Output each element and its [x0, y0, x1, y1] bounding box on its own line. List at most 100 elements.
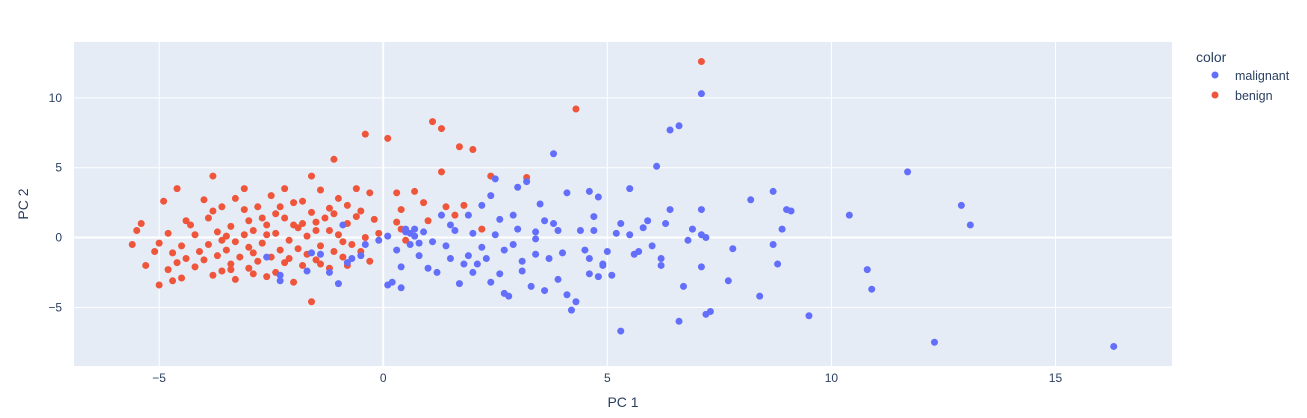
point-malignant[interactable] [339, 221, 347, 229]
point-malignant[interactable] [805, 312, 813, 320]
point-benign[interactable] [330, 247, 338, 255]
point-malignant[interactable] [464, 252, 472, 260]
point-malignant[interactable] [554, 275, 562, 283]
point-benign[interactable] [254, 257, 262, 265]
point-malignant[interactable] [585, 187, 593, 195]
point-benign[interactable] [312, 218, 320, 226]
point-benign[interactable] [308, 298, 316, 306]
point-benign[interactable] [276, 203, 284, 211]
point-benign[interactable] [308, 172, 316, 180]
point-malignant[interactable] [774, 260, 782, 268]
point-benign[interactable] [182, 254, 190, 262]
point-benign[interactable] [478, 225, 486, 233]
point-malignant[interactable] [500, 289, 508, 297]
point-benign[interactable] [299, 220, 307, 228]
point-malignant[interactable] [702, 310, 710, 318]
point-malignant[interactable] [482, 254, 490, 262]
point-benign[interactable] [200, 256, 208, 264]
point-malignant[interactable] [603, 247, 611, 255]
point-malignant[interactable] [348, 254, 356, 262]
point-benign[interactable] [437, 168, 445, 176]
point-malignant[interactable] [966, 221, 974, 229]
point-benign[interactable] [254, 203, 262, 211]
point-benign[interactable] [263, 221, 271, 229]
point-benign[interactable] [375, 229, 383, 237]
point-benign[interactable] [352, 185, 360, 193]
point-malignant[interactable] [594, 273, 602, 281]
point-malignant[interactable] [518, 257, 526, 265]
point-malignant[interactable] [420, 228, 428, 236]
point-benign[interactable] [339, 253, 347, 261]
point-malignant[interactable] [469, 268, 477, 276]
legend-item-malignant[interactable]: malignant [1211, 69, 1290, 83]
point-benign[interactable] [572, 105, 580, 113]
point-benign[interactable] [178, 242, 186, 250]
point-malignant[interactable] [469, 229, 477, 237]
point-malignant[interactable] [429, 238, 437, 246]
point-malignant[interactable] [617, 220, 625, 228]
point-malignant[interactable] [590, 227, 598, 235]
point-benign[interactable] [187, 221, 195, 229]
point-malignant[interactable] [446, 254, 454, 262]
point-benign[interactable] [312, 256, 320, 264]
point-malignant[interactable] [904, 168, 912, 176]
point-benign[interactable] [325, 204, 333, 212]
point-malignant[interactable] [617, 327, 625, 335]
point-benign[interactable] [411, 187, 419, 195]
point-benign[interactable] [361, 130, 369, 138]
point-benign[interactable] [155, 239, 163, 247]
point-benign[interactable] [370, 215, 378, 223]
point-benign[interactable] [299, 197, 307, 205]
point-benign[interactable] [281, 214, 289, 222]
point-malignant[interactable] [393, 246, 401, 254]
point-malignant[interactable] [478, 201, 486, 209]
point-benign[interactable] [249, 270, 257, 278]
point-malignant[interactable] [684, 236, 692, 244]
point-benign[interactable] [222, 246, 230, 254]
point-malignant[interactable] [729, 245, 737, 253]
point-malignant[interactable] [697, 231, 705, 239]
point-malignant[interactable] [308, 249, 316, 257]
point-benign[interactable] [164, 266, 172, 274]
point-malignant[interactable] [662, 220, 670, 228]
point-benign[interactable] [204, 241, 212, 248]
point-benign[interactable] [357, 207, 365, 215]
point-benign[interactable] [263, 231, 271, 239]
point-malignant[interactable] [747, 196, 755, 204]
point-benign[interactable] [384, 134, 392, 142]
point-malignant[interactable] [657, 254, 665, 262]
point-malignant[interactable] [473, 260, 481, 268]
point-malignant[interactable] [675, 122, 683, 130]
point-malignant[interactable] [541, 287, 549, 295]
point-malignant[interactable] [585, 270, 593, 278]
point-malignant[interactable] [585, 254, 593, 262]
point-benign[interactable] [231, 238, 239, 246]
point-malignant[interactable] [648, 242, 656, 250]
point-malignant[interactable] [612, 229, 620, 237]
point-malignant[interactable] [724, 277, 732, 285]
point-benign[interactable] [267, 192, 275, 200]
point-malignant[interactable] [523, 178, 531, 186]
point-benign[interactable] [290, 278, 298, 286]
point-malignant[interactable] [424, 264, 432, 272]
point-benign[interactable] [218, 236, 226, 244]
point-malignant[interactable] [451, 227, 459, 235]
point-benign[interactable] [393, 189, 401, 197]
point-malignant[interactable] [527, 282, 535, 290]
point-benign[interactable] [361, 234, 369, 242]
point-malignant[interactable] [626, 185, 634, 193]
point-benign[interactable] [469, 146, 477, 154]
point-benign[interactable] [258, 214, 266, 222]
point-malignant[interactable] [680, 282, 688, 290]
point-benign[interactable] [209, 271, 217, 279]
point-benign[interactable] [290, 221, 298, 229]
point-malignant[interactable] [487, 192, 495, 200]
point-benign[interactable] [316, 242, 324, 250]
point-malignant[interactable] [532, 235, 540, 243]
point-malignant[interactable] [491, 175, 499, 183]
point-malignant[interactable] [532, 228, 540, 236]
point-malignant[interactable] [325, 268, 333, 276]
point-benign[interactable] [366, 189, 374, 197]
point-malignant[interactable] [478, 243, 486, 251]
point-malignant[interactable] [778, 225, 786, 233]
